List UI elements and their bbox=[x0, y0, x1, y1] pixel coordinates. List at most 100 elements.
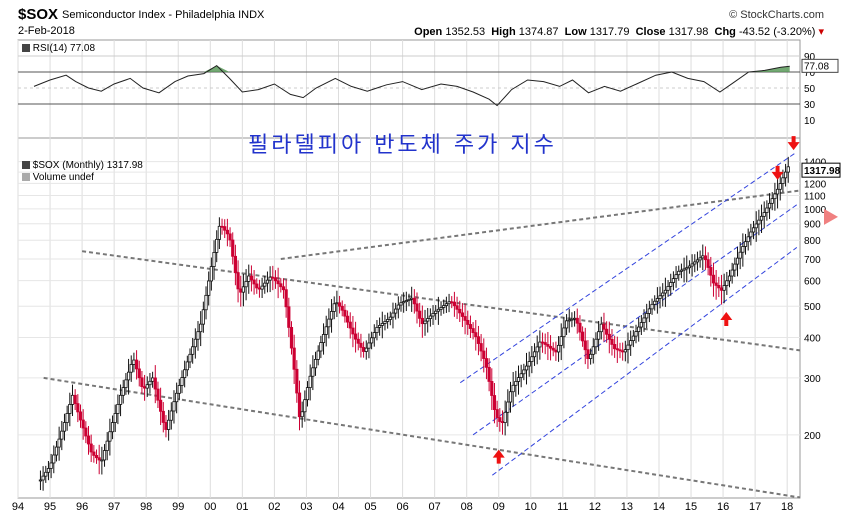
candle-body bbox=[476, 336, 481, 344]
candle-body bbox=[540, 341, 545, 344]
candle-body bbox=[311, 367, 315, 377]
candle-body bbox=[607, 333, 611, 340]
candle-body bbox=[410, 297, 414, 300]
x-tick-label: 10 bbox=[525, 501, 537, 513]
candle-body bbox=[134, 359, 139, 370]
candle-body bbox=[730, 269, 734, 277]
candle-body bbox=[554, 349, 558, 353]
candle-body bbox=[436, 308, 440, 312]
channel-line bbox=[492, 247, 798, 476]
x-tick-label: 16 bbox=[717, 501, 729, 513]
source-logo[interactable]: © StockCharts.com bbox=[729, 9, 824, 21]
candle-body bbox=[428, 315, 432, 319]
candle-body bbox=[511, 384, 515, 393]
candle-body bbox=[629, 340, 633, 346]
candle-body bbox=[754, 223, 758, 229]
candle-body bbox=[177, 385, 181, 394]
candle-body bbox=[666, 285, 670, 291]
candle-body bbox=[62, 422, 67, 432]
candle-body bbox=[639, 322, 643, 328]
candle-body bbox=[223, 226, 227, 231]
close-label: Close bbox=[635, 26, 666, 38]
candle-body bbox=[423, 320, 427, 325]
candle-body bbox=[289, 327, 294, 349]
x-tick-label: 15 bbox=[685, 501, 697, 513]
candle-body bbox=[84, 427, 88, 437]
x-tick-label: 08 bbox=[461, 501, 473, 513]
candle-body bbox=[137, 368, 141, 379]
candle-body bbox=[271, 276, 275, 279]
candle-body bbox=[233, 255, 238, 274]
candle-body bbox=[60, 430, 64, 440]
rsi-value-tag-box bbox=[801, 58, 839, 73]
candle-body bbox=[44, 471, 48, 477]
candle-body bbox=[191, 346, 195, 355]
candle-body bbox=[217, 225, 221, 240]
candle-body bbox=[364, 347, 368, 352]
candle-body bbox=[361, 346, 366, 352]
symbol: $SOX bbox=[18, 6, 59, 23]
candle-body bbox=[351, 327, 355, 335]
candle-body bbox=[514, 381, 518, 386]
x-tick-label: 97 bbox=[108, 501, 120, 513]
rsi-swatch-icon bbox=[22, 44, 30, 53]
candle-body bbox=[498, 417, 502, 422]
channel-line bbox=[459, 151, 798, 384]
x-tick-label: 94 bbox=[12, 501, 24, 513]
candle-body bbox=[52, 454, 56, 464]
candle-body bbox=[41, 475, 45, 481]
trend-line bbox=[280, 189, 801, 260]
candle-body bbox=[118, 394, 123, 405]
candle-body bbox=[396, 304, 400, 310]
candle-body bbox=[260, 285, 264, 290]
candle-body bbox=[458, 308, 462, 314]
candle-body bbox=[319, 342, 323, 352]
price-label: $SOX (Monthly) 1317.98 bbox=[32, 160, 143, 171]
candle-body bbox=[645, 313, 649, 319]
candle-body bbox=[348, 321, 352, 329]
candle-body bbox=[353, 333, 358, 340]
candle-body bbox=[255, 283, 259, 289]
open-value: 1352.53 bbox=[445, 26, 486, 38]
x-tick-label: 12 bbox=[589, 501, 601, 513]
x-tick-label: 03 bbox=[300, 501, 312, 513]
x-tick-label: 96 bbox=[76, 501, 88, 513]
candle-body bbox=[538, 341, 542, 348]
low-value: 1317.79 bbox=[589, 26, 630, 38]
candle-body bbox=[284, 289, 288, 308]
candle-body bbox=[86, 435, 91, 445]
candle-body bbox=[682, 268, 686, 271]
candle-body bbox=[586, 349, 590, 359]
candle-body bbox=[685, 267, 689, 270]
candle-body bbox=[725, 280, 729, 286]
x-tick-label: 00 bbox=[204, 501, 216, 513]
candle-body bbox=[65, 413, 69, 423]
candle-body bbox=[463, 316, 467, 321]
candle-body bbox=[743, 241, 748, 247]
candle-body bbox=[735, 257, 740, 265]
candle-body bbox=[343, 309, 347, 317]
candle-body bbox=[655, 298, 659, 302]
candle-body bbox=[621, 350, 625, 353]
candle-body bbox=[751, 227, 756, 233]
candle-body bbox=[522, 369, 526, 375]
arrow-down-icon bbox=[787, 136, 800, 151]
candle-body bbox=[482, 350, 486, 359]
candle-body bbox=[110, 422, 115, 433]
arrow-down-icon bbox=[771, 165, 784, 180]
candle-body bbox=[415, 303, 419, 312]
x-tick-label: 05 bbox=[364, 501, 376, 513]
candle-body bbox=[247, 275, 251, 282]
candle-body bbox=[399, 302, 403, 306]
candle-body bbox=[597, 331, 601, 340]
x-tick-label: 04 bbox=[332, 501, 344, 513]
candle-body bbox=[567, 319, 571, 322]
candle-body bbox=[455, 305, 459, 310]
candle-body bbox=[204, 294, 208, 311]
candle-body bbox=[471, 328, 475, 334]
candle-body bbox=[129, 364, 133, 373]
candle-body bbox=[295, 368, 299, 394]
candle-body bbox=[407, 298, 411, 301]
chg-label: Chg bbox=[714, 26, 736, 38]
y-tick-label: 500 bbox=[804, 302, 821, 313]
